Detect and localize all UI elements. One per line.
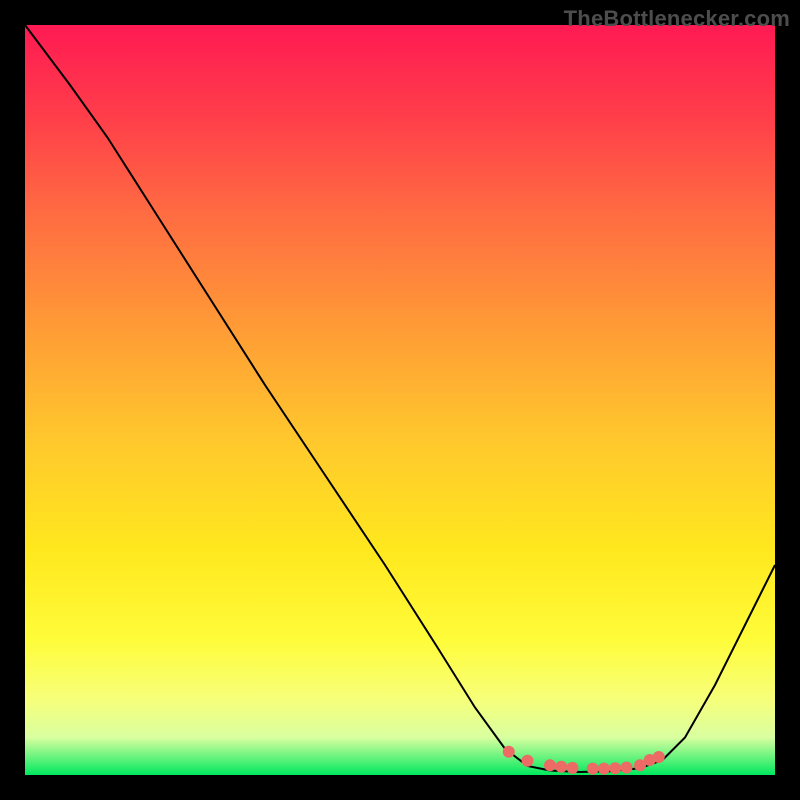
- marker-dot: [609, 762, 621, 774]
- marker-dot: [567, 762, 579, 774]
- marker-dot: [598, 763, 610, 775]
- marker-dot: [503, 746, 515, 758]
- marker-dot: [587, 763, 599, 775]
- marker-dot: [544, 759, 556, 771]
- marker-dot: [653, 751, 665, 763]
- plot-background: [25, 25, 775, 775]
- marker-dot: [522, 755, 534, 767]
- marker-dot: [621, 762, 633, 774]
- bottleneck-chart: [0, 0, 800, 800]
- marker-dot: [555, 761, 567, 773]
- stage: TheBottlenecker.com: [0, 0, 800, 800]
